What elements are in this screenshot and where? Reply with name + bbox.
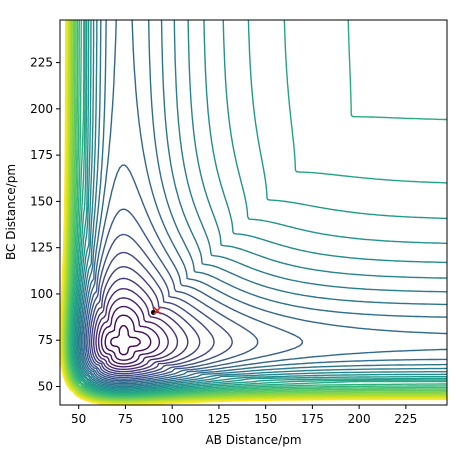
contour-level-line [70, 20, 447, 395]
contour-level-line [97, 297, 169, 368]
contour-level-line [89, 251, 215, 377]
contour-level-line [60, 20, 447, 405]
x-tick-label: 50 [71, 412, 86, 426]
contour-level-line [100, 305, 161, 365]
contour-level-line [95, 288, 179, 370]
contour-level-line [69, 20, 447, 396]
marker-layer [150, 306, 162, 315]
x-tick-label: 225 [394, 412, 417, 426]
contour-level-line [68, 20, 447, 397]
x-tick-label: 150 [254, 412, 277, 426]
y-tick-label: 225 [30, 56, 53, 70]
y-tick-label: 50 [38, 379, 53, 393]
contour-level-line [74, 20, 447, 391]
contour-level-line [61, 20, 447, 404]
y-tick-label: 150 [30, 194, 53, 208]
contour-level-line [63, 20, 447, 402]
contour-lines [60, 20, 447, 405]
contour-level-line [64, 20, 447, 401]
x-tick-label: 75 [118, 412, 133, 426]
x-tick-label: 125 [207, 412, 230, 426]
contour-level-line [87, 233, 233, 379]
contour-level-line [85, 208, 259, 380]
y-axis-label: BC Distance/pm [4, 164, 18, 260]
contour-level-line [82, 20, 447, 383]
plot-background [60, 20, 447, 405]
contour-level-line [62, 20, 447, 403]
y-tick-label: 100 [30, 287, 53, 301]
x-tick-label: 175 [301, 412, 324, 426]
contour-level-line [80, 20, 447, 385]
contour-level-line [67, 20, 447, 398]
x-axis-ticks: 50 75 100 125 150 175 200 225 [71, 405, 417, 426]
contour-level-line [83, 164, 304, 382]
x-tick-label: 200 [348, 412, 371, 426]
plot-area [59, 19, 448, 406]
contour-level-line [60, 20, 447, 405]
contour-level-line [73, 20, 447, 392]
y-axis-ticks: 50 75 100 125 150 175 200 225 [30, 56, 60, 393]
contour-level-line [104, 314, 152, 361]
contour-level-line [66, 20, 447, 399]
contour-level-line [72, 20, 447, 394]
x-axis-label: AB Distance/pm [205, 433, 301, 447]
x-tick-label: 100 [161, 412, 184, 426]
plot-frame [59, 19, 448, 406]
contour-level-line [79, 20, 447, 386]
contour-level-line [66, 20, 447, 399]
y-tick-label: 125 [30, 241, 53, 255]
contour-level-line [90, 266, 201, 375]
trajectory-x-marker [153, 306, 162, 315]
contour-level-line [65, 20, 447, 400]
contour-level-line [110, 325, 141, 356]
y-tick-label: 75 [38, 333, 53, 347]
y-tick-label: 200 [30, 102, 53, 116]
contour-level-line [78, 20, 447, 388]
contour-level-line [75, 20, 447, 390]
contour-level-line [60, 20, 447, 405]
contour-level-line [76, 20, 447, 389]
contour-level-line [93, 277, 189, 373]
y-tick-label: 175 [30, 148, 53, 162]
